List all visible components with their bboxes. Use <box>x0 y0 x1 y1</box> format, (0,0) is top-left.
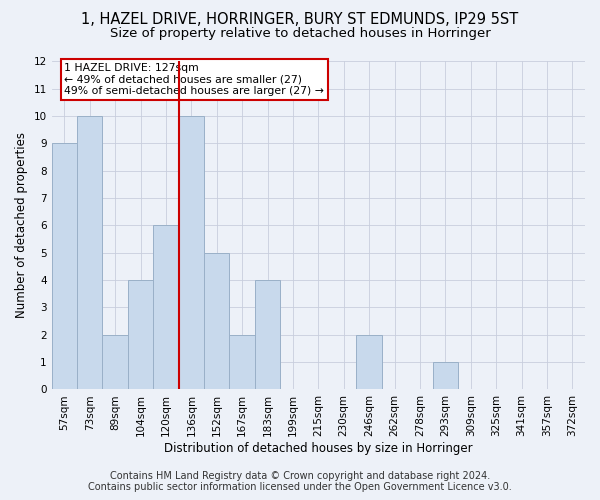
Bar <box>103 335 128 390</box>
Text: 1, HAZEL DRIVE, HORRINGER, BURY ST EDMUNDS, IP29 5ST: 1, HAZEL DRIVE, HORRINGER, BURY ST EDMUN… <box>82 12 518 28</box>
Bar <box>179 116 204 390</box>
Y-axis label: Number of detached properties: Number of detached properties <box>15 132 28 318</box>
Bar <box>77 116 103 390</box>
Bar <box>356 335 382 390</box>
Bar <box>128 280 153 390</box>
Bar <box>52 144 77 390</box>
Text: 1 HAZEL DRIVE: 127sqm
← 49% of detached houses are smaller (27)
49% of semi-deta: 1 HAZEL DRIVE: 127sqm ← 49% of detached … <box>64 63 324 96</box>
Text: Size of property relative to detached houses in Horringer: Size of property relative to detached ho… <box>110 28 490 40</box>
Bar <box>229 335 255 390</box>
Bar <box>153 226 179 390</box>
Bar <box>255 280 280 390</box>
Text: Contains HM Land Registry data © Crown copyright and database right 2024.
Contai: Contains HM Land Registry data © Crown c… <box>88 471 512 492</box>
X-axis label: Distribution of detached houses by size in Horringer: Distribution of detached houses by size … <box>164 442 473 455</box>
Bar <box>433 362 458 390</box>
Bar <box>204 253 229 390</box>
